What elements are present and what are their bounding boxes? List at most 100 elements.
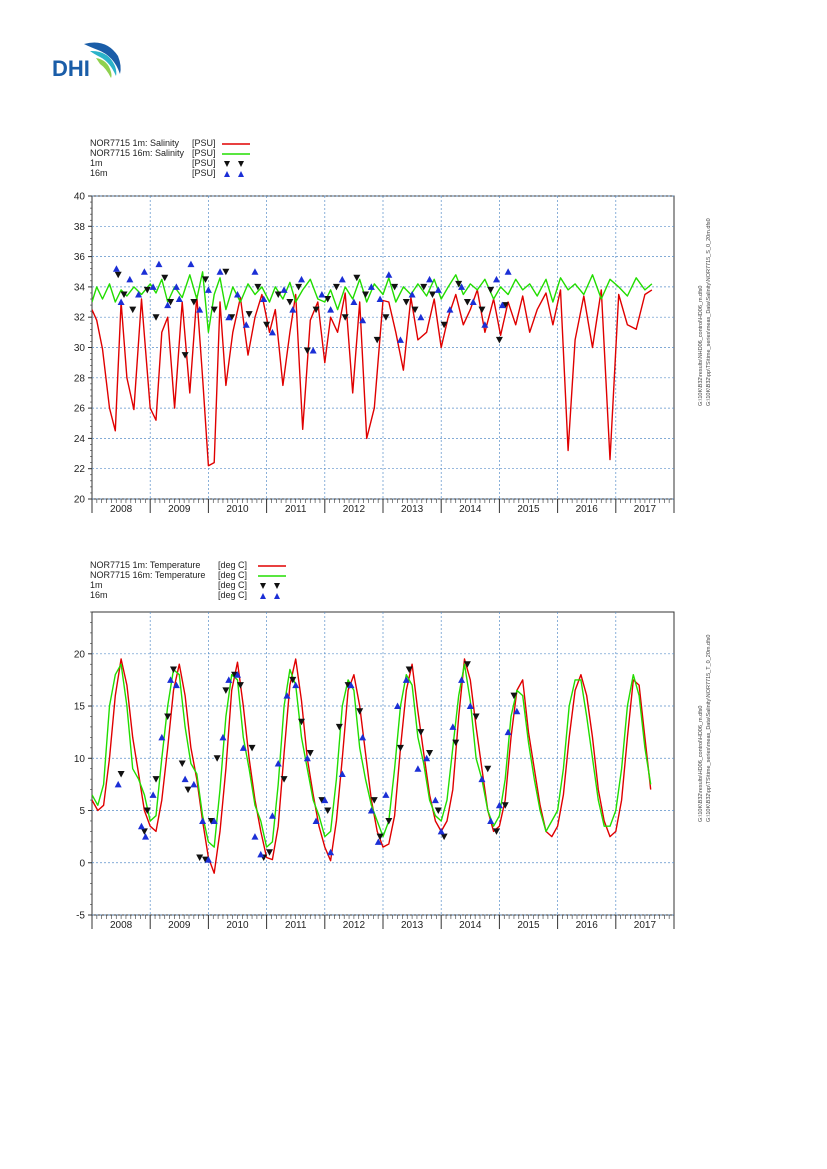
legend-unit: [PSU] [192, 158, 216, 168]
legend-unit: [deg C] [218, 590, 248, 600]
data-point-triangle-up [347, 681, 355, 689]
data-point-triangle-up [446, 306, 454, 313]
y-tick-label: 15 [74, 702, 86, 713]
data-point-triangle-down [184, 786, 192, 794]
legend-label: 16m [90, 590, 108, 600]
x-tick-label: 2011 [285, 920, 307, 931]
data-point-triangle-up [374, 838, 382, 845]
data-point-triangle-up [210, 817, 218, 824]
data-point-triangle-down [143, 286, 151, 294]
data-point-triangle-down [402, 299, 410, 306]
data-point-triangle-up [402, 676, 410, 683]
data-point-triangle-up [303, 754, 311, 762]
x-tick-label: 2009 [168, 920, 191, 931]
file-path-label: G:\10K\B32\pp\TS\time_series\meas_Data\S… [706, 612, 718, 872]
data-point-triangle-down [114, 271, 122, 279]
data-point-triangle-up [216, 268, 224, 275]
data-point-triangle-down [306, 750, 314, 757]
data-point-triangle-up [225, 313, 233, 321]
data-point-triangle-up [327, 306, 335, 313]
data-point-triangle-down [207, 817, 215, 825]
data-point-triangle-up [513, 707, 521, 715]
data-point-triangle-down [181, 352, 189, 359]
x-tick-label: 2014 [459, 504, 482, 515]
data-point-triangle-down [344, 682, 352, 689]
data-point-triangle-up [312, 817, 320, 824]
data-point-triangle-up [167, 676, 175, 683]
data-point-triangle-down [370, 797, 378, 804]
data-point-triangle-down [356, 708, 364, 715]
legend-label: 1m [90, 158, 103, 168]
data-point-triangle-down [362, 291, 370, 298]
data-point-triangle-up [458, 676, 466, 683]
data-point-triangle-down [289, 676, 297, 684]
data-point-triangle-down [373, 336, 381, 344]
data-point-triangle-down [201, 856, 209, 864]
data-point-triangle-down [452, 739, 460, 747]
data-point-triangle-up [126, 275, 134, 283]
legend-label: NOR7715 1m: Temperature [90, 560, 201, 570]
data-point-triangle-up [408, 290, 416, 298]
data-point-triangle-up [434, 286, 442, 293]
data-point-triangle-up [114, 780, 122, 788]
y-tick-label: 30 [74, 343, 86, 354]
y-tick-label: 34 [74, 282, 86, 293]
data-point-triangle-up [309, 347, 317, 354]
data-point-triangle-down [376, 833, 384, 841]
data-point-triangle-up [321, 796, 329, 804]
x-tick-label: 2016 [576, 504, 599, 515]
data-point-triangle-down [434, 807, 442, 815]
data-point-triangle-up [487, 817, 495, 824]
data-point-triangle-down [353, 274, 361, 282]
legend-line-red [222, 143, 250, 145]
data-point-triangle-up [137, 822, 145, 830]
data-point-triangle-down [324, 807, 332, 815]
data-point-triangle-up [426, 275, 434, 283]
data-point-triangle-up [158, 733, 166, 741]
x-tick-label: 2015 [517, 504, 540, 515]
data-point-triangle-up [172, 681, 180, 689]
series-line-nor7715-1m-temperature [92, 658, 652, 874]
x-tick-label: 2010 [226, 504, 249, 515]
logo-text: DHI [52, 56, 90, 80]
data-point-triangle-up [492, 275, 500, 283]
legend-label: NOR7715 16m: Salinity [90, 148, 185, 158]
data-point-triangle-down [295, 283, 303, 291]
data-point-triangle-down [228, 314, 236, 321]
x-tick-label: 2012 [343, 504, 366, 515]
y-tick-label: 10 [74, 754, 86, 765]
data-point-triangle-up [414, 765, 422, 772]
y-tick-label: 36 [74, 252, 86, 263]
temperature-chart-svg: -5 0 5 10 15 20 2008 2009 2010 2011 2012 2013 2014 20… [74, 611, 675, 931]
x-tick-label: 2010 [226, 920, 249, 931]
data-point-triangle-down [248, 744, 256, 752]
legend-label: 1m [90, 580, 103, 590]
data-point-triangle-down [167, 299, 175, 306]
data-point-triangle-up [181, 775, 189, 783]
legend-label: NOR7715 1m: Salinity [90, 138, 180, 148]
data-point-triangle-up [251, 268, 259, 275]
data-point-triangle-up [367, 283, 375, 290]
data-point-triangle-down [472, 713, 480, 720]
data-point-triangle-up [504, 728, 512, 736]
data-point-triangle-up [112, 265, 120, 272]
data-point-triangle-up [268, 328, 276, 336]
y-tick-label: 26 [74, 404, 86, 415]
x-tick-label: 2011 [285, 504, 307, 515]
data-point-triangle-up [155, 260, 163, 268]
y-tick-label: 32 [74, 313, 86, 324]
data-point-triangle-down [405, 666, 413, 673]
data-point-triangle-down [492, 828, 500, 835]
data-point-triangle-up [175, 295, 183, 303]
data-point-triangle-up [382, 791, 390, 798]
data-point-triangle-up [350, 298, 358, 306]
x-tick-label: 2017 [634, 920, 657, 931]
data-point-triangle-down [178, 760, 186, 767]
data-point-triangle-down [335, 723, 343, 731]
legend-triangle-up-icon [224, 171, 244, 177]
y-tick-label: 28 [74, 373, 86, 384]
file-path-text: G:\10K\B32\results\HD06_control\HD06_m.d… [698, 705, 704, 822]
data-point-triangle-up [396, 336, 404, 343]
data-point-triangle-down [236, 682, 244, 689]
data-point-triangle-up [481, 321, 489, 328]
